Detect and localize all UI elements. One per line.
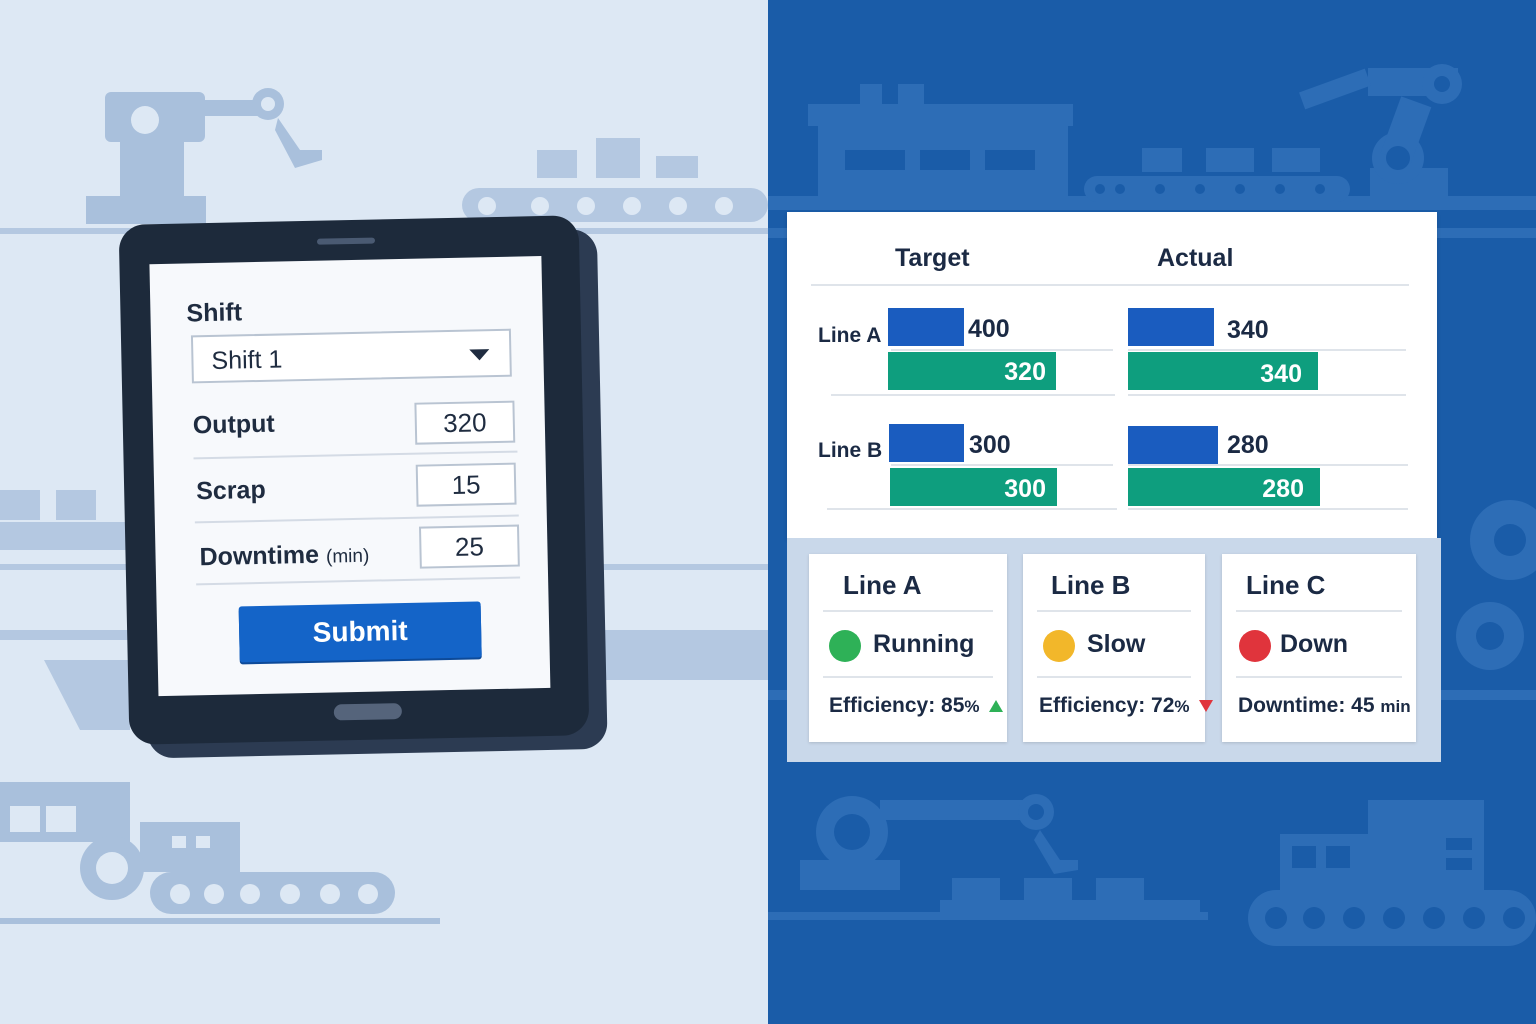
status-text: Running [873,630,975,658]
output-label: Output [192,409,276,440]
line-c-status-card[interactable]: Line C Down Downtime: 45 min [1222,554,1416,742]
line-b-actual-top-value: 280 [1227,431,1269,459]
efficiency-metric: Efficiency: 85% [829,694,1004,718]
header-divider [811,284,1409,286]
shift-select[interactable]: Shift 1 [190,328,512,384]
line-a-target-top-value: 400 [968,315,1010,343]
card-divider [1037,610,1191,612]
caret-down-icon [469,349,490,361]
line-b-actual-bar-bottom [1128,468,1320,506]
metric-label: Efficiency: [1039,694,1146,717]
line-a-actual-bottom-value: 340 [1260,360,1302,388]
gridline [891,464,1113,466]
line-b-target-bottom-value: 300 [1004,475,1046,503]
chart-line-a-label: Line A [818,324,882,347]
target-header: Target [895,244,970,272]
line-a-target-bar-top [888,308,964,346]
card-title: Line C [1246,570,1326,600]
arrow-up-icon [989,700,1004,713]
scrap-input[interactable]: 15 [415,462,517,507]
chart-line-b-label: Line B [818,439,883,462]
gridline [1128,394,1406,396]
line-a-actual-top-value: 340 [1227,316,1269,344]
scrap-label: Scrap [195,475,266,506]
card-divider [823,676,993,678]
status-text: Slow [1087,630,1146,658]
downtime-input[interactable]: 25 [418,524,520,569]
output-row-divider [193,450,518,460]
line-b-target-top-value: 300 [969,431,1011,459]
gridline [1128,508,1408,510]
status-indicator-dot [829,630,861,662]
line-a-target-bottom-value: 320 [1004,358,1046,386]
output-input[interactable]: 320 [414,400,516,445]
metric-unit: % [1174,697,1190,716]
robot-arm-icon [86,88,322,224]
line-b-actual-bottom-value: 280 [1262,475,1304,503]
metric-label: Efficiency: [829,694,936,717]
gridline [891,349,1113,351]
metric-unit: % [964,697,980,716]
metric-value: 72 [1151,694,1175,717]
line-a-target-bar-bottom [888,352,1056,390]
tablet-home-button[interactable] [333,703,403,721]
card-divider [1236,676,1402,678]
status-text: Down [1280,630,1349,658]
line-status-panel: Line A Running Efficiency: 85% Line B Sl… [787,538,1441,762]
card-divider [1037,676,1191,678]
line-a-status-card[interactable]: Line A Running Efficiency: 85% [809,554,1007,742]
arrow-down-icon [1199,700,1214,713]
scrap-row-divider [194,514,519,524]
actual-header: Actual [1157,244,1234,272]
metric-label: Downtime: [1238,694,1346,717]
line-b-target-bar-bottom [890,468,1057,506]
card-title: Line A [843,570,922,600]
downtime-label: Downtime (min) [199,540,369,573]
line-b-actual-bar-top [1128,426,1218,464]
gridline [831,394,1115,396]
downtime-row-divider [196,576,521,586]
line-b-status-card[interactable]: Line B Slow Efficiency: 72% [1023,554,1214,742]
tablet-device: Shift Shift 1 Output 320 Scrap 15 Downti… [118,215,590,745]
metric-value: 85 [941,694,965,717]
gridline [827,508,1117,510]
shift-entry-form: Shift Shift 1 Output 320 Scrap 15 Downti… [149,256,551,697]
line-a-actual-bar-top [1128,308,1214,346]
downtime-unit: (min) [325,545,370,568]
status-indicator-dot [1239,630,1271,662]
gridline [1128,464,1408,466]
shift-label: Shift [186,298,243,328]
downtime-label-text: Downtime [199,540,320,572]
line-a-actual-bar-bottom [1128,352,1318,390]
line-b-target-bar-top [889,424,964,462]
submit-button[interactable]: Submit [238,601,482,663]
gridline [1128,349,1406,351]
metric-unit: min [1380,697,1411,716]
card-divider [1236,610,1402,612]
target-actual-chart: Target Actual Line A 400 320 340 340 Lin… [787,212,1437,538]
tablet-camera [316,237,376,245]
card-title: Line B [1051,570,1131,600]
metric-value: 45 [1351,694,1375,717]
status-indicator-dot [1043,630,1075,662]
downtime-metric: Downtime: 45 min [1238,694,1411,718]
card-divider [823,610,993,612]
efficiency-metric: Efficiency: 72% [1039,694,1214,718]
shift-select-value: Shift 1 [211,345,283,375]
